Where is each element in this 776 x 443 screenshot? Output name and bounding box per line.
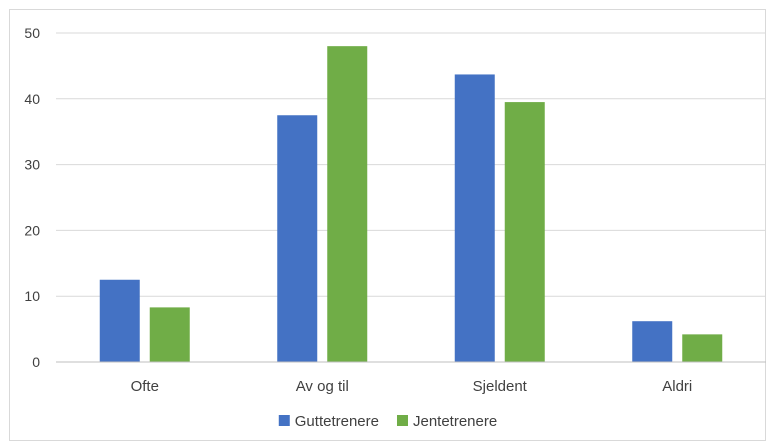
bar-guttetrenere-1 — [99, 279, 140, 362]
x-category-label: Av og til — [296, 378, 349, 395]
y-tick-label: 0 — [32, 354, 40, 370]
legend: Guttetrenere Jentetrenere — [278, 413, 497, 430]
legend-swatch — [278, 415, 290, 426]
bar-jentetrenere-2 — [327, 46, 368, 362]
y-axis-tick-labels: 0 10 20 30 40 50 — [24, 25, 40, 370]
bar-jentetrenere-4 — [682, 334, 723, 362]
y-tick-label: 10 — [24, 288, 40, 304]
legend-label: Jentetrenere — [413, 413, 497, 430]
chart-frame — [9, 9, 766, 441]
x-category-label: Ofte — [131, 378, 159, 395]
gridlines — [56, 32, 766, 297]
bar-jentetrenere-3 — [504, 102, 545, 362]
x-category-label: Aldri — [662, 378, 692, 395]
y-tick-label: 40 — [24, 91, 40, 107]
y-tick-label: 30 — [24, 157, 40, 173]
bar-jentetrenere-1 — [149, 307, 190, 362]
legend-label: Guttetrenere — [295, 413, 379, 430]
y-tick-label: 20 — [24, 222, 40, 238]
x-category-label: Sjeldent — [473, 378, 528, 395]
bar-guttetrenere-3 — [454, 74, 495, 362]
bar-guttetrenere-2 — [277, 115, 318, 362]
x-axis-category-labels: Ofte Av og til Sjeldent Aldri — [131, 378, 693, 395]
bars — [99, 46, 723, 362]
y-tick-label: 50 — [24, 25, 40, 41]
legend-swatch — [396, 415, 408, 426]
bar-guttetrenere-4 — [632, 321, 673, 362]
